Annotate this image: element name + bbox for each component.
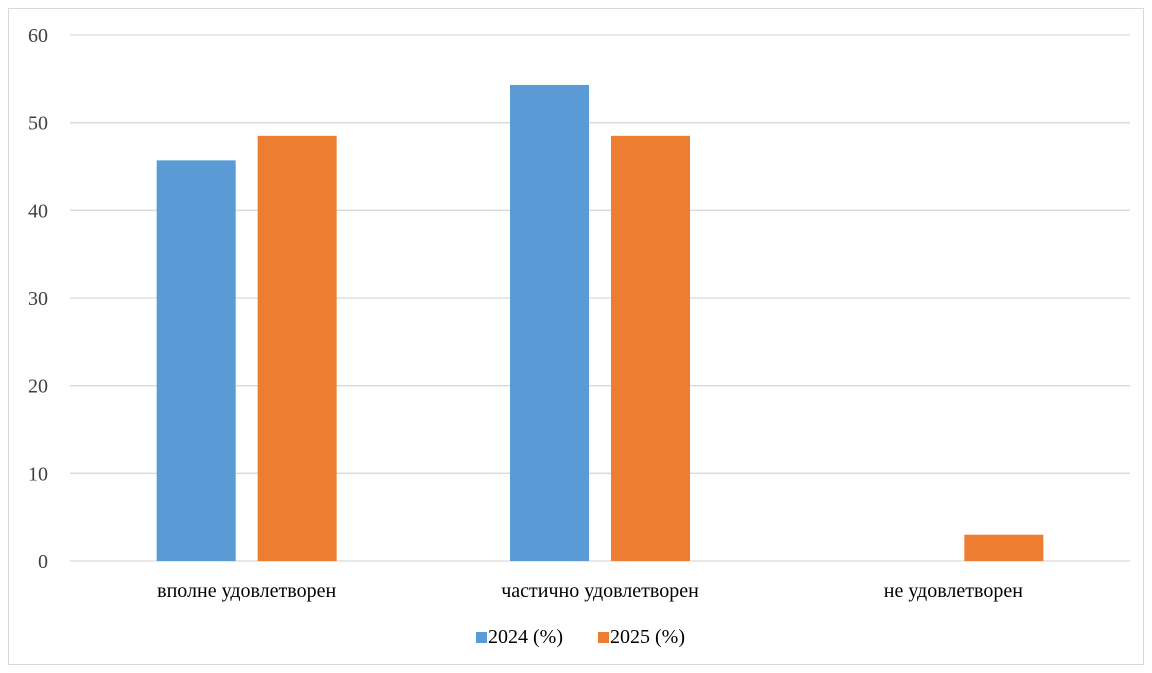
bar-2-2: [611, 135, 690, 562]
legend-swatch: [598, 632, 609, 643]
y-tick-label: 50: [28, 113, 48, 135]
bar-2-3: [964, 534, 1044, 561]
x-category-label: не удовлетворен: [884, 580, 1023, 602]
y-tick-label: 60: [28, 25, 48, 47]
y-tick-label: 10: [28, 463, 48, 485]
gridlines: [70, 34, 1130, 562]
x-axis-categories: вполне удовлетворен частично удовлетворен…: [157, 580, 1023, 602]
y-tick-label: 30: [28, 288, 48, 310]
y-tick-label: 0: [38, 551, 48, 573]
legend-swatch: [476, 632, 487, 643]
y-axis-ticks: 0 10 20 30 40 50 60: [28, 25, 48, 573]
bar-1-1: [156, 160, 236, 561]
bar-1-2: [510, 84, 589, 561]
bars: [156, 84, 1044, 562]
legend-label: 2024 (%): [488, 626, 563, 648]
y-tick-label: 20: [28, 376, 48, 398]
legend: 2024 (%) 2025 (%): [476, 626, 685, 648]
x-category-label: вполне удовлетворен: [157, 580, 336, 602]
bar-2-1: [257, 135, 337, 562]
y-tick-label: 40: [28, 200, 48, 222]
legend-label: 2025 (%): [610, 626, 685, 648]
x-category-label: частично удовлетворен: [501, 580, 699, 602]
